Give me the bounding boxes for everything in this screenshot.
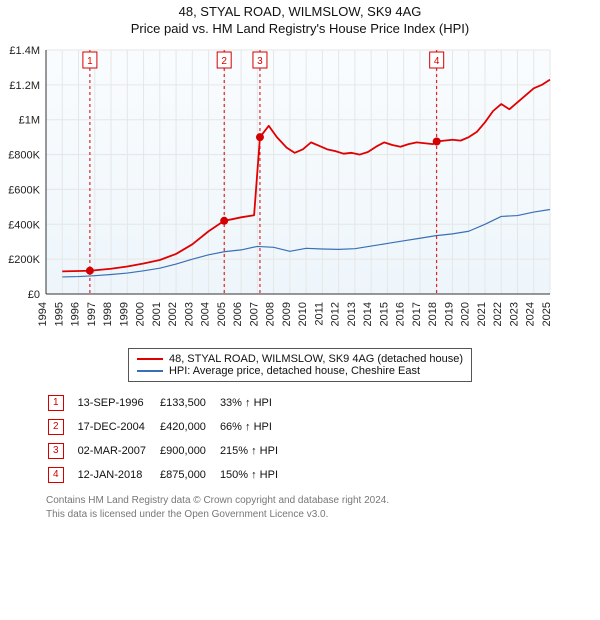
svg-text:2007: 2007 (248, 302, 260, 326)
svg-text:2023: 2023 (508, 302, 520, 326)
tx-pct: 66% ↑ HPI (220, 416, 290, 438)
svg-text:1: 1 (87, 56, 93, 67)
svg-text:3: 3 (257, 56, 263, 67)
svg-text:2001: 2001 (151, 302, 163, 326)
legend-label: 48, STYAL ROAD, WILMSLOW, SK9 4AG (detac… (169, 353, 463, 365)
price-chart: £0 £200K £400K £600K £800K £1M £1.2M £1.4M 1994 1… (0, 42, 560, 342)
legend: 48, STYAL ROAD, WILMSLOW, SK9 4AG (detac… (128, 348, 472, 382)
svg-text:2024: 2024 (525, 302, 537, 326)
tx-pct: 150% ↑ HPI (220, 464, 290, 486)
tx-pct: 215% ↑ HPI (220, 440, 290, 462)
svg-text:£800K: £800K (8, 150, 40, 162)
svg-text:2008: 2008 (265, 302, 277, 326)
svg-text:£600K: £600K (8, 184, 40, 196)
legend-swatch (137, 370, 163, 372)
tx-date: 12-JAN-2018 (78, 464, 158, 486)
transaction-row: 1 13-SEP-1996£133,50033% ↑ HPI (48, 392, 290, 414)
svg-text:2009: 2009 (281, 302, 293, 326)
svg-text:£1M: £1M (19, 115, 40, 127)
tx-badge: 4 (48, 467, 64, 483)
tx-price: £900,000 (160, 440, 218, 462)
svg-text:2014: 2014 (362, 302, 374, 326)
transaction-row: 3 02-MAR-2007£900,000215% ↑ HPI (48, 440, 290, 462)
svg-text:2000: 2000 (135, 302, 147, 326)
tx-price: £420,000 (160, 416, 218, 438)
tx-date: 02-MAR-2007 (78, 440, 158, 462)
svg-text:2017: 2017 (411, 302, 423, 326)
svg-text:2015: 2015 (378, 302, 390, 326)
svg-text:2018: 2018 (427, 302, 439, 326)
tx-date: 13-SEP-1996 (78, 392, 158, 414)
transaction-row: 2 17-DEC-2004£420,00066% ↑ HPI (48, 416, 290, 438)
svg-text:2006: 2006 (232, 302, 244, 326)
legend-label: HPI: Average price, detached house, Ches… (169, 365, 420, 377)
tx-badge: 1 (48, 395, 64, 411)
chart-container: £0 £200K £400K £600K £800K £1M £1.2M £1.4M 1994 1… (0, 42, 600, 342)
svg-text:1997: 1997 (86, 302, 98, 326)
legend-swatch (137, 358, 163, 360)
tx-badge: 3 (48, 443, 64, 459)
svg-text:2005: 2005 (216, 302, 228, 326)
svg-text:2010: 2010 (297, 302, 309, 326)
transaction-row: 4 12-JAN-2018£875,000150% ↑ HPI (48, 464, 290, 486)
page-title: 48, STYAL ROAD, WILMSLOW, SK9 4AG (0, 0, 600, 19)
transactions-table: 1 13-SEP-1996£133,50033% ↑ HPI 2 17-DEC-200… (46, 390, 292, 488)
footer: Contains HM Land Registry data © Crown c… (46, 494, 600, 521)
svg-text:2012: 2012 (330, 302, 342, 326)
svg-text:2022: 2022 (492, 302, 504, 326)
tx-price: £133,500 (160, 392, 218, 414)
footer-line: This data is licensed under the Open Gov… (46, 508, 600, 522)
page-subtitle: Price paid vs. HM Land Registry's House … (0, 19, 600, 36)
svg-text:2016: 2016 (395, 302, 407, 326)
svg-text:£1.2M: £1.2M (9, 80, 40, 92)
tx-date: 17-DEC-2004 (78, 416, 158, 438)
svg-text:1996: 1996 (70, 302, 82, 326)
svg-text:1994: 1994 (37, 302, 49, 326)
svg-text:£400K: £400K (8, 219, 40, 231)
svg-text:4: 4 (434, 56, 440, 67)
svg-text:2020: 2020 (460, 302, 472, 326)
svg-text:1998: 1998 (102, 302, 114, 326)
legend-item: 48, STYAL ROAD, WILMSLOW, SK9 4AG (detac… (137, 353, 463, 365)
svg-text:2025: 2025 (541, 302, 553, 326)
svg-text:2013: 2013 (346, 302, 358, 326)
svg-text:2002: 2002 (167, 302, 179, 326)
svg-text:2021: 2021 (476, 302, 488, 326)
svg-text:£0: £0 (28, 289, 40, 301)
svg-text:2019: 2019 (443, 302, 455, 326)
svg-text:2011: 2011 (313, 302, 325, 326)
svg-text:2003: 2003 (183, 302, 195, 326)
svg-text:2: 2 (221, 56, 227, 67)
svg-text:£200K: £200K (8, 254, 40, 266)
tx-price: £875,000 (160, 464, 218, 486)
svg-text:2004: 2004 (200, 302, 212, 326)
legend-item: HPI: Average price, detached house, Ches… (137, 365, 463, 377)
svg-text:£1.4M: £1.4M (9, 45, 40, 57)
svg-text:1999: 1999 (118, 302, 130, 326)
tx-pct: 33% ↑ HPI (220, 392, 290, 414)
svg-text:1995: 1995 (53, 302, 65, 326)
tx-badge: 2 (48, 419, 64, 435)
footer-line: Contains HM Land Registry data © Crown c… (46, 494, 600, 508)
